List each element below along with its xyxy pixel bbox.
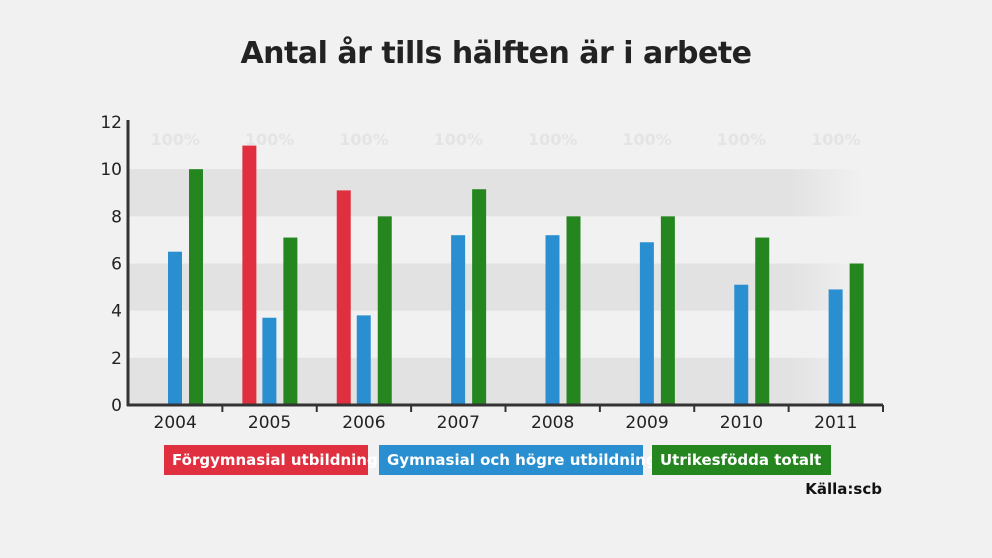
grid-band (128, 263, 863, 311)
bar-2006-series-1 (356, 315, 371, 405)
y-tick-label: 4 (111, 302, 122, 322)
y-tick-label: 2 (111, 349, 122, 369)
bar-2004-series-2 (189, 169, 203, 405)
bar-2009-series-2 (660, 216, 675, 405)
bar-2007-series-1 (451, 235, 466, 405)
x-tick-label: 2008 (531, 413, 574, 433)
bar-2010-series-1 (734, 284, 749, 405)
x-tick-label: 2004 (154, 413, 197, 433)
y-tick-label: 12 (100, 113, 122, 133)
legend-item: Förgymnasial utbildning (164, 445, 378, 475)
bar-2006-series-0 (336, 190, 351, 405)
watermark-label: 100% (717, 130, 766, 149)
bar-2005-series-2 (283, 237, 298, 405)
bar-2006-series-2 (377, 216, 392, 405)
x-tick-label: 2009 (625, 413, 668, 433)
x-tick-label: 2007 (437, 413, 480, 433)
watermark-label: 100% (434, 130, 483, 149)
x-tick-label: 2010 (720, 413, 763, 433)
chart-title: Antal år tills hälften är i arbete (240, 36, 752, 71)
bar-2009-series-1 (639, 242, 654, 405)
watermark-label: 100% (528, 130, 577, 149)
legend-item: Gymnasial och högre utbildning (379, 445, 657, 475)
bar-2005-series-1 (262, 317, 277, 405)
bar-2004-series-1 (168, 251, 182, 405)
x-tick-label: 2011 (814, 413, 857, 433)
grid-band (128, 357, 863, 405)
watermark-label: 100% (245, 130, 294, 149)
bar-2010-series-2 (755, 237, 770, 405)
bar-2011-series-1 (828, 289, 843, 405)
bar-2005-series-0 (242, 145, 257, 406)
y-tick-label: 0 (111, 396, 122, 416)
x-tick-label: 2005 (248, 413, 291, 433)
bar-2011-series-2 (849, 263, 864, 405)
bar-2007-series-2 (472, 189, 487, 405)
grid-band (128, 169, 863, 217)
source-label: Källa:scb (805, 480, 882, 498)
watermark-label: 100% (339, 130, 388, 149)
y-tick-label: 10 (100, 160, 122, 180)
watermark-label: 100% (150, 130, 199, 149)
y-tick-label: 8 (111, 207, 122, 227)
bar-2008-series-2 (566, 216, 581, 405)
watermark-label: 100% (811, 130, 860, 149)
y-tick-label: 6 (111, 255, 122, 275)
bar-2008-series-1 (545, 235, 560, 405)
x-tick-label: 2006 (342, 413, 385, 433)
legend-item: Utrikesfödda totalt (652, 445, 831, 475)
watermark-label: 100% (622, 130, 671, 149)
